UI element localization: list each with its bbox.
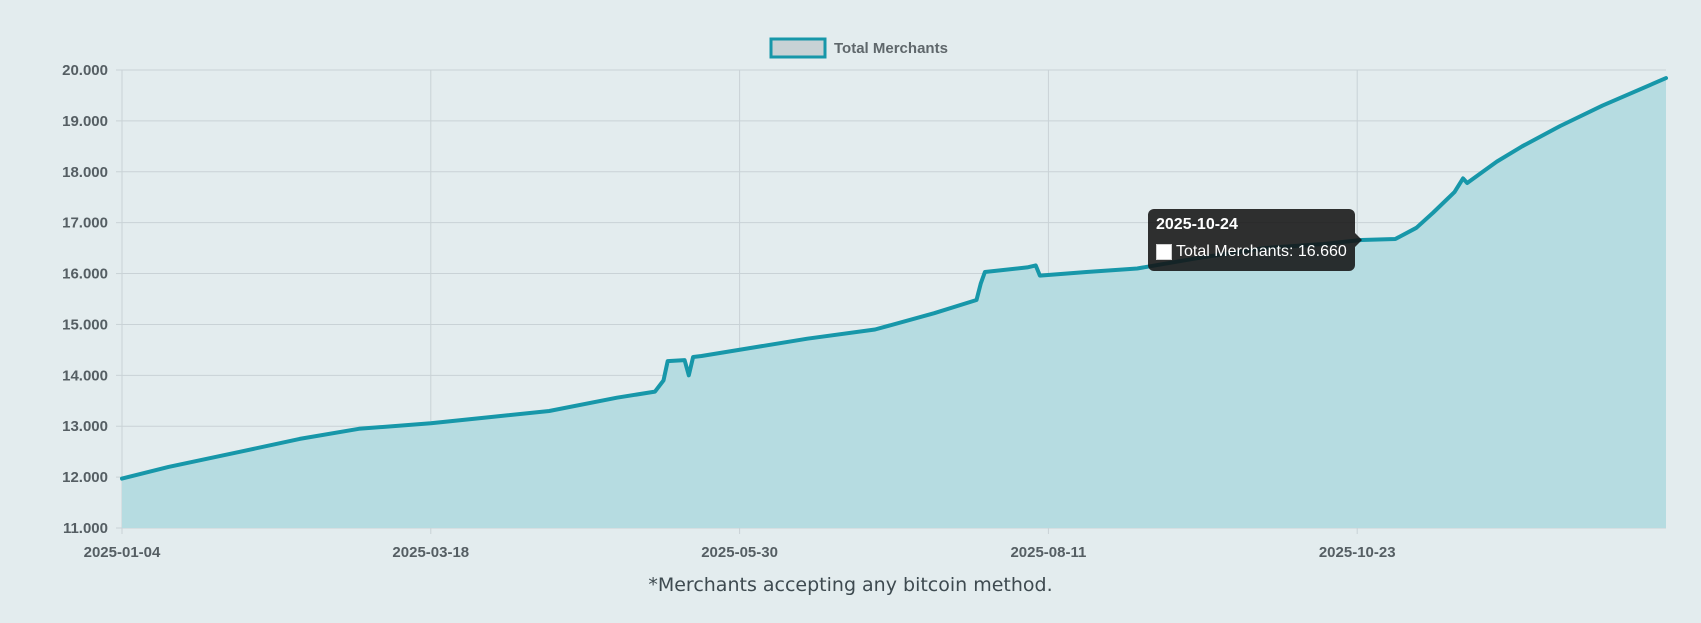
tooltip-title: 2025-10-24 bbox=[1156, 216, 1238, 233]
tooltip-body: Total Merchants: 16.660 bbox=[1156, 243, 1347, 261]
y-tick-label: 17.000 bbox=[62, 215, 108, 232]
legend-swatch bbox=[769, 37, 827, 59]
legend-label: Total Merchants bbox=[834, 40, 948, 57]
y-tick-label: 14.000 bbox=[62, 367, 108, 384]
series-line bbox=[120, 76, 1668, 481]
tooltip: 2025-10-24 Total Merchants: 16.660 bbox=[1148, 209, 1362, 271]
y-tick-label: 18.000 bbox=[62, 164, 108, 181]
y-tick-label: 20.000 bbox=[62, 62, 108, 79]
tooltip-label: Total Merchants: 16.660 bbox=[1176, 243, 1347, 260]
x-tick-label: 2025-03-18 bbox=[392, 544, 469, 561]
x-tick-label: 2025-05-30 bbox=[701, 544, 778, 561]
y-tick-label: 11.000 bbox=[63, 520, 108, 537]
y-tick-label: 13.000 bbox=[62, 418, 108, 435]
y-tick-label: 12.000 bbox=[62, 469, 108, 486]
y-tick-label: 16.000 bbox=[62, 266, 108, 283]
x-tick-label: 2025-08-11 bbox=[1010, 544, 1086, 561]
footnote: *Merchants accepting any bitcoin method. bbox=[648, 574, 1053, 596]
tooltip-swatch bbox=[1156, 244, 1172, 260]
y-tick-label: 19.000 bbox=[62, 113, 108, 130]
x-tick-label: 2025-10-23 bbox=[1319, 544, 1396, 561]
x-tick-label: 2025-01-04 bbox=[84, 544, 161, 561]
series-area bbox=[122, 78, 1666, 528]
y-tick-label: 15.000 bbox=[62, 316, 108, 333]
